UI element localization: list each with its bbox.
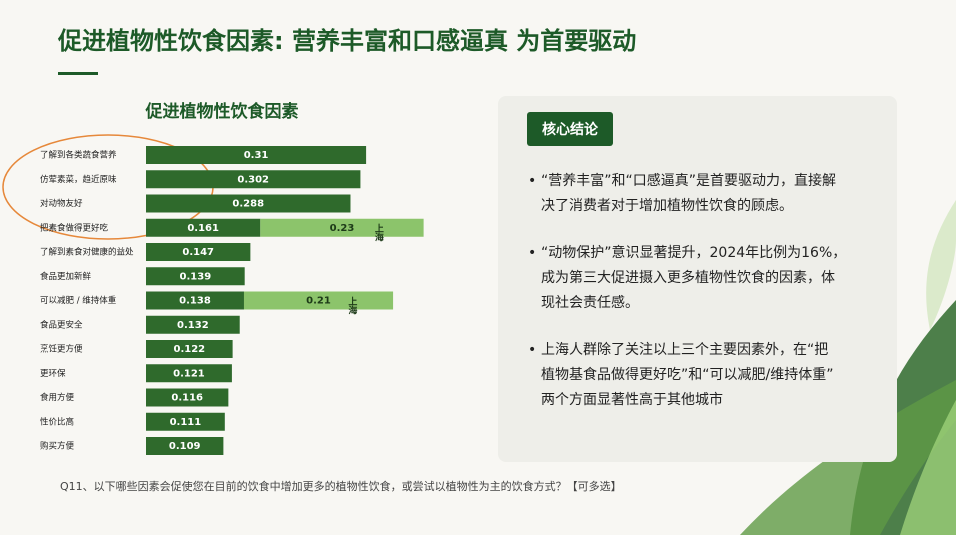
conclusion-text: 上海人群除了关注以上三个主要因素外，在“把 (541, 342, 828, 358)
value-label: 0.109 (169, 441, 201, 452)
bar (146, 340, 233, 358)
conclusion-text: “营养丰富”和“口感逼真”是首要驱动力，直接解 (541, 172, 836, 189)
leaf (926, 200, 956, 330)
value-label: 0.23 (330, 223, 355, 234)
category-label: 更环保 (40, 368, 66, 379)
title-underline (58, 72, 98, 75)
bar (146, 218, 261, 237)
value-label: 0.122 (173, 344, 205, 355)
conclusion-text: 植物基食品做得更好吃”和“可以减肥/维持体重” (541, 366, 833, 383)
category-label: 了解到各类蔬食营养 (40, 150, 117, 161)
bar (146, 291, 244, 310)
leaf (900, 400, 956, 535)
value-label: 0.121 (173, 368, 205, 379)
bar (146, 170, 361, 189)
value-label: 0.288 (232, 199, 264, 210)
bullet: • (528, 173, 536, 189)
series-label: 上海 (346, 295, 357, 315)
value-label: 0.302 (237, 174, 269, 185)
conclusion-badge (527, 112, 613, 146)
category-label: 把素食做得更好吃 (40, 222, 109, 233)
bar (243, 291, 394, 310)
value-label: 0.139 (180, 271, 212, 282)
category-label: 了解到素食对健康的益处 (40, 247, 134, 258)
conclusion-text: 两个方面显著性高于其他城市 (541, 391, 723, 408)
conclusion-text: 决了消费者对于增加植物性饮食的顾虑。 (541, 197, 793, 214)
page-title: 促进植物性饮食因素: 营养丰富和口感逼真 为首要驱动 (57, 27, 636, 55)
category-label: 仿荤素菜，趋近原味 (40, 174, 117, 185)
conclusion-text: 成为第三大促进摄入更多植物性饮食的因素，体 (541, 269, 835, 286)
category-label: 食品更安全 (40, 319, 83, 330)
category-label: 可以减肥 / 维持体重 (40, 295, 117, 306)
bar (146, 388, 229, 407)
category-label: 对动物友好 (40, 198, 83, 209)
conclusion-title: 核心结论 (542, 121, 599, 138)
value-label: 0.161 (187, 223, 219, 234)
bar (146, 315, 240, 334)
bar (146, 437, 224, 455)
series-label: 上海 (373, 223, 384, 243)
value-label: 0.21 (306, 296, 331, 307)
bar (146, 194, 351, 213)
bar (146, 412, 225, 431)
category-label: 烹饪更方便 (40, 344, 83, 355)
bar (260, 218, 424, 237)
bar (146, 146, 367, 164)
bar (146, 364, 232, 383)
bar (146, 243, 251, 261)
category-label: 购买方便 (40, 441, 75, 452)
value-label: 0.147 (182, 247, 214, 258)
footnote: Q11、以下哪些因素会促使您在目前的饮食中增加更多的植物性饮食，或尝试以植物性为… (60, 479, 622, 493)
category-label: 性价比高 (40, 416, 74, 427)
value-label: 0.132 (177, 320, 209, 331)
conclusion-panel (498, 96, 897, 462)
value-label: 0.138 (179, 296, 211, 307)
conclusion-text: 现社会责任感。 (541, 294, 639, 311)
bar (146, 267, 245, 286)
value-label: 0.116 (171, 393, 203, 404)
category-label: 食品更加新鲜 (40, 271, 92, 282)
conclusion-text: “动物保护”意识显著提升，2024年比例为16%， (541, 244, 846, 261)
category-label: 食用方便 (40, 392, 75, 403)
bullet: • (528, 342, 536, 358)
value-label: 0.111 (170, 417, 202, 428)
chart-title: 促进植物性饮食因素 (145, 101, 299, 122)
value-label: 0.31 (244, 150, 269, 161)
bullet: • (528, 245, 536, 261)
